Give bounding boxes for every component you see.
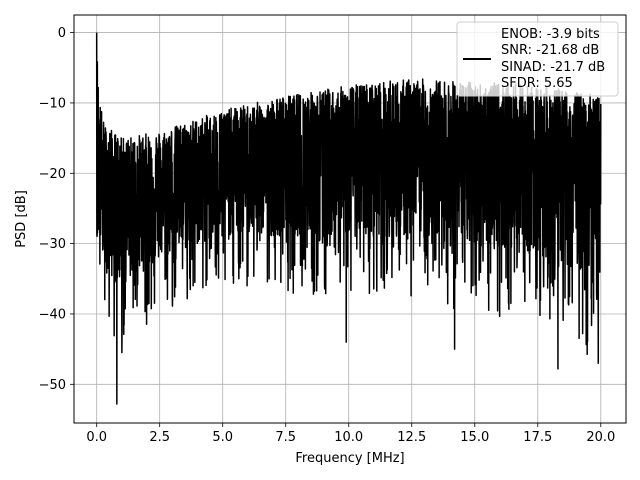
y-tick-label: −30 (39, 237, 66, 252)
legend: ENOB: -3.9 bits SNR: -21.68 dB SINAD: -2… (456, 21, 619, 97)
y-axis-ticks: 0 −10 −20 −30 −40 −50 (39, 26, 74, 393)
y-tick-label: −40 (39, 307, 66, 322)
y-tick-label: −10 (39, 96, 66, 111)
legend-entry-sfdr: SFDR: 5.65 (501, 76, 573, 91)
x-tick-label: 0.0 (86, 430, 107, 445)
y-tick-label: 0 (58, 26, 66, 41)
x-tick-label: 17.5 (523, 430, 552, 445)
legend-entry-snr: SNR: -21.68 dB (501, 43, 599, 58)
x-tick-label: 15.0 (460, 430, 489, 445)
y-tick-label: −20 (39, 167, 66, 182)
x-tick-label: 7.5 (275, 430, 296, 445)
psd-series-line (95, 32, 602, 405)
legend-entry-enob: ENOB: -3.9 bits (501, 27, 600, 42)
series-layer (95, 32, 602, 405)
y-tick-label: −50 (39, 378, 66, 393)
y-axis-label: PSD [dB] (14, 190, 29, 248)
x-tick-label: 12.5 (397, 430, 426, 445)
legend-box (456, 21, 619, 97)
legend-entry-sinad: SINAD: -21.7 dB (501, 60, 605, 75)
x-tick-label: 2.5 (149, 430, 170, 445)
x-axis-ticks: 0.0 2.5 5.0 7.5 10.0 12.5 15.0 17.5 20.0 (86, 423, 615, 445)
x-tick-label: 5.0 (212, 430, 233, 445)
x-tick-label: 10.0 (334, 430, 363, 445)
plot-frame (73, 14, 627, 424)
x-axis-label: Frequency [MHz] (295, 451, 404, 466)
x-tick-label: 20.0 (586, 430, 615, 445)
